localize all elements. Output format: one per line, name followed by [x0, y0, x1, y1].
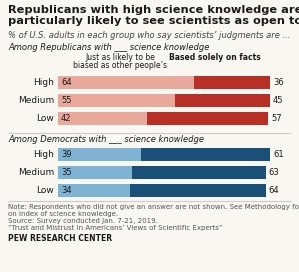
- Text: Based solely on facts: Based solely on facts: [169, 53, 261, 62]
- Text: Low: Low: [36, 114, 54, 123]
- Text: Low: Low: [36, 186, 54, 195]
- Text: 39: 39: [61, 150, 72, 159]
- Text: 64: 64: [269, 186, 279, 195]
- Text: Among Democrats with ___ science knowledge: Among Democrats with ___ science knowled…: [8, 135, 204, 144]
- Text: particularly likely to see scientists as open to bias: particularly likely to see scientists as…: [8, 16, 299, 26]
- Text: Republicans with high science knowledge are: Republicans with high science knowledge …: [8, 5, 299, 15]
- Text: Source: Survey conducted Jan. 7-21, 2019.: Source: Survey conducted Jan. 7-21, 2019…: [8, 218, 158, 224]
- Bar: [130, 184, 266, 197]
- Text: 45: 45: [273, 96, 283, 105]
- Bar: [58, 76, 194, 89]
- Bar: [58, 94, 175, 107]
- Text: on index of science knowledge.: on index of science knowledge.: [8, 211, 118, 217]
- Text: biased as other people’s: biased as other people’s: [73, 61, 167, 70]
- Text: 64: 64: [61, 78, 72, 87]
- Text: 42: 42: [61, 114, 71, 123]
- Text: High: High: [33, 150, 54, 159]
- Text: Note: Respondents who did not give an answer are not shown. See Methodology for : Note: Respondents who did not give an an…: [8, 204, 299, 210]
- Bar: [58, 148, 141, 161]
- Text: Among Republicans with ___ science knowledge: Among Republicans with ___ science knowl…: [8, 43, 209, 52]
- Text: Just as likely to be: Just as likely to be: [85, 53, 155, 62]
- Text: 35: 35: [61, 168, 72, 177]
- Bar: [141, 148, 270, 161]
- Text: % of U.S. adults in each group who say scientists’ judgments are ...: % of U.S. adults in each group who say s…: [8, 31, 290, 40]
- Text: 34: 34: [61, 186, 72, 195]
- Text: Medium: Medium: [18, 96, 54, 105]
- Text: 57: 57: [271, 114, 281, 123]
- Text: “Trust and Mistrust in Americans’ Views of Scientific Experts”: “Trust and Mistrust in Americans’ Views …: [8, 225, 222, 231]
- Bar: [147, 112, 268, 125]
- Text: 55: 55: [61, 96, 71, 105]
- Bar: [58, 112, 147, 125]
- Text: High: High: [33, 78, 54, 87]
- Text: 61: 61: [273, 150, 284, 159]
- Bar: [58, 166, 132, 179]
- Bar: [194, 76, 270, 89]
- Bar: [175, 94, 270, 107]
- Text: Medium: Medium: [18, 168, 54, 177]
- Bar: [132, 166, 266, 179]
- Bar: [58, 184, 130, 197]
- Text: PEW RESEARCH CENTER: PEW RESEARCH CENTER: [8, 234, 112, 243]
- Text: 63: 63: [269, 168, 280, 177]
- Text: 36: 36: [273, 78, 284, 87]
